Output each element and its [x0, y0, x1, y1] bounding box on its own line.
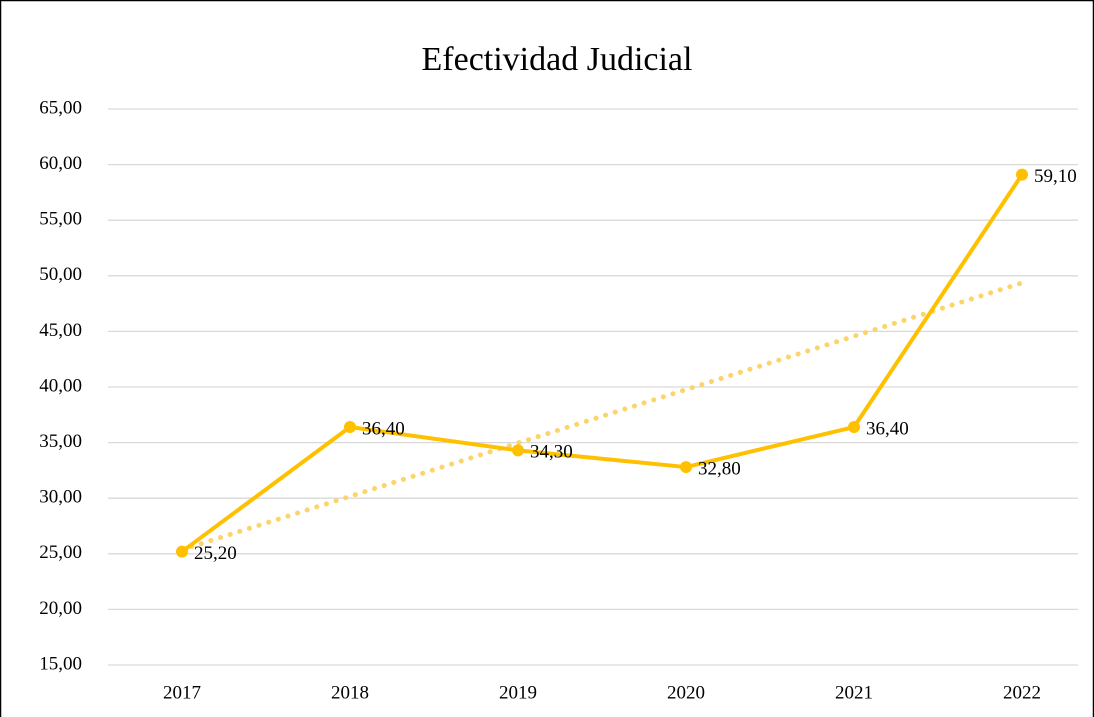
data-label: 34,30 — [530, 442, 573, 463]
data-label: 36,40 — [866, 418, 909, 439]
y-tick-label: 50,00 — [39, 264, 82, 285]
y-tick-label: 55,00 — [39, 209, 82, 230]
point — [344, 421, 356, 434]
x-tick-label: 2018 — [331, 682, 369, 703]
y-tick-label: 20,00 — [39, 598, 82, 619]
point — [176, 545, 188, 558]
data-label: 25,20 — [194, 543, 237, 564]
data-label: 32,80 — [698, 458, 741, 479]
x-tick-label: 2020 — [667, 682, 705, 703]
y-tick-label: 60,00 — [39, 153, 82, 174]
point — [1016, 168, 1028, 181]
y-tick-label: 25,00 — [39, 542, 82, 563]
y-tick-label: 35,00 — [39, 431, 82, 452]
data-label: 36,40 — [362, 418, 405, 439]
y-tick-label: 65,00 — [39, 97, 82, 118]
x-tick-label: 2021 — [835, 682, 873, 703]
y-tick-label: 45,00 — [39, 320, 82, 341]
data-label: 59,10 — [1034, 166, 1077, 187]
line — [180, 173, 1024, 554]
point — [512, 444, 524, 457]
x-tick-label: 2017 — [163, 682, 201, 703]
y-tick-label: 15,00 — [39, 653, 82, 674]
y-tick-label: 30,00 — [39, 487, 82, 508]
x-tick-label: 2022 — [1003, 682, 1041, 703]
y-tick-label: 40,00 — [39, 375, 82, 396]
x-tick-label: 2019 — [499, 682, 537, 703]
point — [680, 461, 692, 474]
point — [848, 421, 860, 434]
chart-title: Efectividad Judicial — [422, 41, 693, 78]
